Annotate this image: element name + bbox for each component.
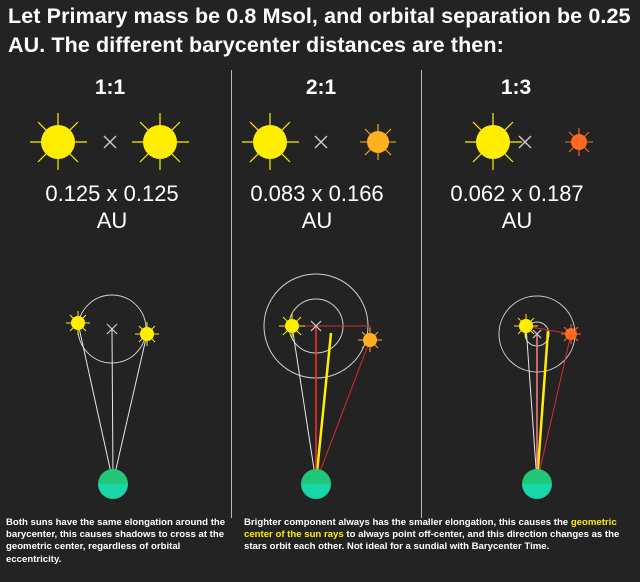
caption-right-text-end: to always point off-center, and this dir… (244, 529, 620, 553)
orbit-diagram-1 (66, 294, 159, 499)
caption-left-text: Both suns have the same elongation aroun… (6, 517, 226, 565)
shadow-ray (525, 325, 538, 483)
shadow-ray (111, 328, 114, 483)
sun-icon (358, 328, 382, 352)
distance-unit: AU (501, 208, 533, 233)
caption-highlight: geometric center of the sun rays (244, 517, 617, 541)
caption-right-text-start: Brighter component always has the smalle… (244, 517, 571, 528)
sun-icon (360, 124, 396, 160)
sun-icon (66, 311, 90, 335)
page-title: Let Primary mass be 0.8 Msol, and orbita… (8, 4, 631, 57)
barycenter-cross-icon (103, 135, 117, 149)
shadow-ray (77, 322, 114, 483)
distance-unit: AU (96, 208, 128, 233)
planet-icon (522, 469, 552, 499)
sun-icon (514, 314, 538, 338)
barycenter-cross-icon (518, 135, 532, 149)
distance-value: 0.062 x 0.187 (450, 181, 584, 206)
barycenter-cross-icon (310, 320, 322, 332)
ratio-label-3: 1:3 (500, 76, 532, 99)
sun-icon (465, 113, 522, 170)
sun-icon (279, 313, 305, 339)
sun-icon (242, 113, 299, 170)
ratio-label-1: 1:1 (94, 76, 126, 99)
caption-left: Both suns have the same elongation aroun… (6, 517, 226, 566)
distance-readout-3: 0.062 x 0.187 AU (432, 180, 602, 234)
sun-icon (561, 324, 581, 344)
distance-readout-1: 0.125 x 0.125 AU (27, 180, 197, 234)
distance-readout-2: 0.083 x 0.166 AU (232, 180, 402, 234)
distance-value: 0.083 x 0.166 (250, 181, 384, 206)
sun-icon (132, 113, 189, 170)
shadow-ray (291, 325, 317, 483)
caption-right: Brighter component always has the smalle… (244, 517, 636, 554)
orbit-diagram-3 (498, 295, 581, 499)
sun-icon (135, 322, 159, 346)
planet-icon (301, 469, 331, 499)
planet-icon (98, 469, 128, 499)
barycenter-cross-icon (532, 329, 542, 339)
ratio-label-2: 2:1 (305, 76, 337, 99)
distance-unit: AU (301, 208, 333, 233)
barycenter-cross-icon (106, 323, 118, 335)
panel-divider-right (421, 70, 422, 518)
shadow-ray (112, 333, 148, 483)
sun-icon (565, 128, 593, 156)
sun-icon (30, 113, 87, 170)
shadow-ray (315, 339, 371, 483)
panel-divider-left (231, 70, 232, 518)
shadow-ray (536, 333, 572, 483)
orbit-diagram-2 (263, 273, 382, 499)
barycenter-cross-icon (314, 135, 328, 149)
distance-value: 0.125 x 0.125 (45, 181, 179, 206)
geometric-center-ray (535, 330, 550, 483)
geometric-center-ray (314, 332, 333, 483)
